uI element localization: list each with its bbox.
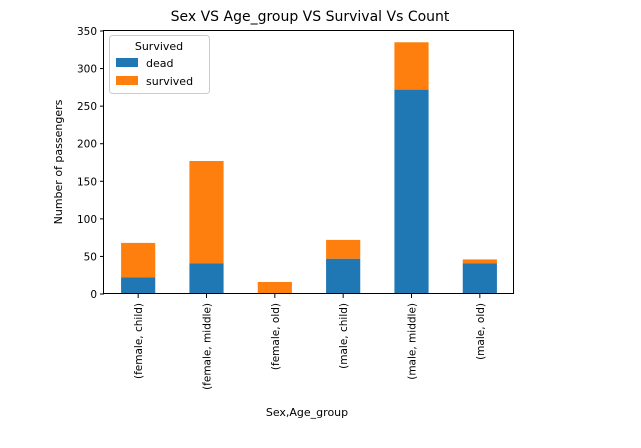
bar-survived <box>394 42 429 90</box>
x-axis: (female, child) (female, middle) (female, … <box>133 294 487 390</box>
legend-label-survived: survived <box>146 75 193 88</box>
y-tick-label: 150 <box>77 176 97 188</box>
bar-dead <box>121 277 156 294</box>
bar-survived <box>121 242 156 278</box>
chart-title: Sex VS Age_group VS Survival Vs Count <box>171 9 450 25</box>
bar-dead <box>394 89 429 295</box>
y-tick-label: 200 <box>77 139 97 151</box>
x-tick-label: (male, child) <box>338 303 350 369</box>
x-tick-label: (female, child) <box>133 303 145 379</box>
y-tick-label: 350 <box>77 26 97 38</box>
bar-dead <box>326 258 361 294</box>
y-tick-label: 0 <box>90 289 97 301</box>
bar-dead <box>189 263 224 294</box>
plot-frame <box>103 30 514 294</box>
bar-dead <box>462 263 497 294</box>
x-tick-label: (male, middle) <box>407 303 419 380</box>
x-tick-label: (male, old) <box>475 303 487 360</box>
bar-survived <box>326 239 361 259</box>
y-axis-label: Number of passengers <box>52 99 65 224</box>
legend-swatch-dead <box>116 58 138 67</box>
y-tick-label: 100 <box>77 214 97 226</box>
legend-title: Survived <box>135 40 183 53</box>
legend: Survived dead survived <box>109 35 210 94</box>
bar-survived <box>462 259 497 264</box>
y-axis: 0 50 100 150 200 250 300 350 <box>77 26 104 301</box>
legend-items: dead survived <box>116 57 193 88</box>
legend-label-dead: dead <box>146 57 173 70</box>
x-tick-label: (female, old) <box>270 303 282 370</box>
bar-survived <box>189 160 224 264</box>
y-tick-label: 250 <box>77 101 97 113</box>
legend-swatch-survived <box>116 76 138 85</box>
y-tick-label: 300 <box>77 64 97 76</box>
x-axis-label: Sex,Age_group <box>266 406 348 419</box>
x-tick-label: (female, middle) <box>202 303 214 390</box>
y-tick-label: 50 <box>84 251 97 263</box>
bars-layer <box>121 42 497 295</box>
bar-survived <box>257 281 292 294</box>
